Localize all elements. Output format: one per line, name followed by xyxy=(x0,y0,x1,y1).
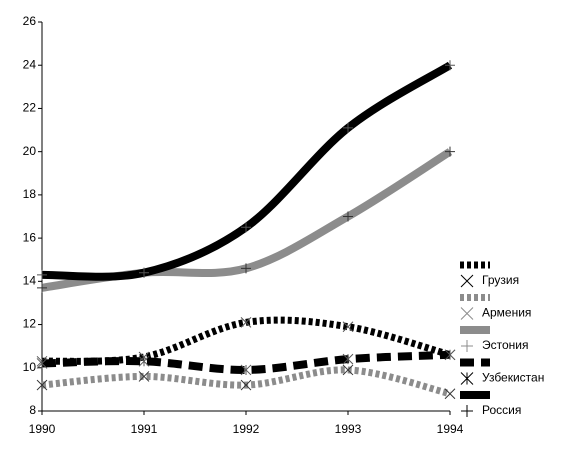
x-tick-label: 1992 xyxy=(233,422,260,436)
x-tick-label: 1990 xyxy=(29,422,56,436)
legend-marker xyxy=(460,274,474,288)
x-tick-label: 1991 xyxy=(131,422,158,436)
y-tick-label: 14 xyxy=(23,274,37,288)
point-marker xyxy=(445,146,455,157)
point-marker xyxy=(36,358,48,369)
point-marker xyxy=(240,379,252,391)
point-marker xyxy=(343,122,353,133)
legend-label: Армения xyxy=(482,306,531,320)
point-marker xyxy=(342,353,354,365)
y-tick-label: 18 xyxy=(23,187,37,201)
point-marker xyxy=(37,282,47,293)
legend-label: Узбекистан xyxy=(482,371,544,385)
point-marker xyxy=(240,317,252,328)
legend-marker xyxy=(461,340,473,352)
y-tick-label: 8 xyxy=(29,403,36,417)
y-tick-label: 12 xyxy=(23,317,37,331)
point-marker xyxy=(445,60,455,71)
point-marker xyxy=(444,388,456,400)
point-marker xyxy=(138,371,150,382)
point-marker xyxy=(240,364,252,376)
point-marker xyxy=(241,263,251,274)
legend-marker xyxy=(460,307,474,320)
point-marker xyxy=(444,349,456,361)
x-tick-label: 1994 xyxy=(437,422,464,436)
point-marker xyxy=(36,379,48,391)
y-tick-label: 10 xyxy=(23,360,37,374)
point-marker xyxy=(138,355,150,367)
y-tick-label: 22 xyxy=(23,101,37,115)
point-marker xyxy=(342,321,354,333)
legend-label: Россия xyxy=(482,403,521,417)
legend-marker xyxy=(460,372,474,385)
y-tick-label: 16 xyxy=(23,230,37,244)
y-tick-label: 26 xyxy=(23,14,37,28)
y-tick-label: 20 xyxy=(23,144,37,158)
legend-label: Эстония xyxy=(482,338,529,352)
point-marker xyxy=(343,211,353,222)
x-tick-label: 1993 xyxy=(335,422,362,436)
series-line xyxy=(41,350,451,374)
point-marker xyxy=(241,222,251,233)
point-marker xyxy=(37,269,47,280)
y-tick-label: 24 xyxy=(23,57,37,71)
point-marker xyxy=(139,267,149,278)
legend-marker xyxy=(461,405,473,417)
point-marker xyxy=(342,364,354,376)
legend-label: Грузия xyxy=(482,273,519,287)
